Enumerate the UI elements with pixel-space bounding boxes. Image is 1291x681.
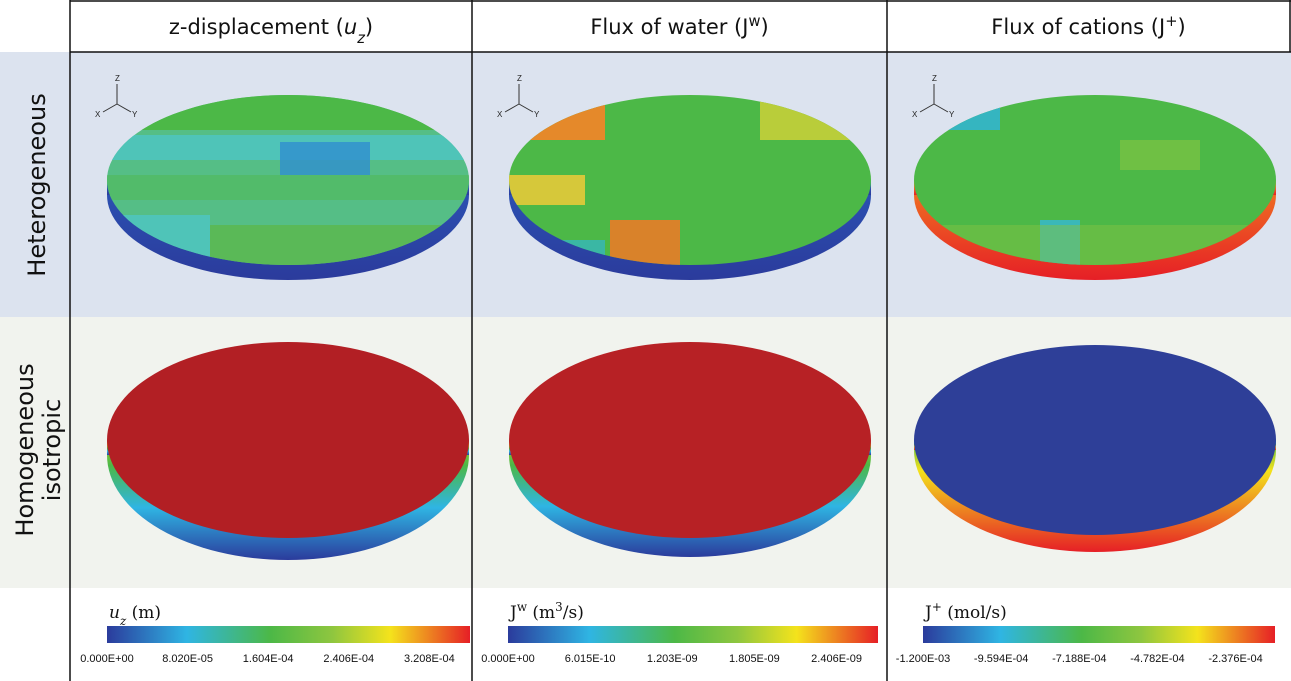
label-part: +: [1165, 13, 1177, 30]
colorbar-tick-label: 0.000E+00: [80, 653, 134, 665]
triad-axis: [504, 103, 520, 113]
axes-triad: [102, 84, 132, 113]
triad-axis: [518, 103, 534, 113]
colorbar-tick-label: 8.020E-05: [162, 653, 213, 665]
row-label: isotropic: [38, 399, 66, 501]
label-part: w: [517, 600, 528, 614]
colorbar-tick-label: -1.200E-03: [896, 653, 950, 665]
triad-axis: [919, 103, 935, 113]
colorbar-tick-label: 2.406E-04: [323, 653, 374, 665]
axes-triad: [919, 84, 949, 113]
axes-triad: [504, 84, 534, 113]
label-part: w: [748, 13, 760, 30]
colorbar: [508, 626, 878, 643]
colorbar-tick-label: -9.594E-04: [974, 653, 1028, 665]
label-part: J: [508, 603, 517, 623]
colorbar: [107, 626, 470, 643]
triad-label: X: [95, 110, 101, 119]
label-part: ): [760, 15, 768, 39]
label-part: (m: [527, 603, 555, 623]
colorbar-tick-label: 6.015E-10: [565, 653, 616, 665]
label-part: Flux of water (: [590, 15, 742, 39]
triad-label: Z: [932, 74, 937, 83]
colorbar-tick-label: -7.188E-04: [1052, 653, 1106, 665]
colorbar-tick-label: -4.782E-04: [1130, 653, 1184, 665]
colorbar-tick-label: -2.376E-04: [1208, 653, 1262, 665]
label-part: J: [740, 15, 748, 39]
colorbar-label: uz (m): [109, 603, 161, 628]
label-part: z: [119, 614, 127, 628]
triad-label: Z: [115, 74, 120, 83]
disc: [107, 95, 1276, 280]
triad-axis: [102, 103, 118, 113]
label-part: ): [365, 15, 373, 39]
label-part: u: [109, 603, 120, 623]
grid-frame: [69, 0, 1291, 681]
disc: [107, 342, 1276, 560]
label-part: u: [344, 15, 357, 39]
triad-label: Y: [132, 110, 138, 119]
triad-axis: [933, 103, 949, 113]
label-part: J: [1157, 15, 1165, 39]
column-header: Flux of water (Jw): [590, 13, 768, 40]
colorbar-tick-label: 1.203E-09: [647, 653, 698, 665]
row-label: Homogeneous: [11, 363, 39, 536]
label-part: ): [1178, 15, 1186, 39]
label-part: z-displacement (: [169, 15, 344, 39]
label-part: /s): [563, 603, 584, 623]
column-header: Flux of cations (J+): [991, 13, 1185, 40]
triad-label: X: [497, 110, 503, 119]
row-label: Heterogeneous: [23, 93, 51, 276]
column-header: z-displacement (uz): [169, 15, 373, 47]
colorbar-tick-label: 2.406E-09: [811, 653, 862, 665]
colorbar-label: Jw (m3/s): [508, 600, 584, 623]
triad-axis: [116, 103, 132, 113]
colorbar: [923, 626, 1275, 643]
triad-label: Z: [517, 74, 522, 83]
colorbar-label: J+ (mol/s): [923, 600, 1007, 623]
triad-label: Y: [949, 110, 955, 119]
colorbar-tick-label: 1.805E-09: [729, 653, 780, 665]
label-part: J: [923, 603, 932, 623]
colorbar-tick-label: 3.208E-04: [404, 653, 455, 665]
colorbar-tick-label: 1.604E-04: [243, 653, 294, 665]
label-part: (mol/s): [942, 603, 1007, 623]
label-part: z: [356, 30, 365, 47]
label-part: (m): [126, 603, 161, 623]
triad-label: Y: [534, 110, 540, 119]
triad-label: X: [912, 110, 918, 119]
label-part: 3: [555, 600, 563, 614]
colorbar-tick-label: 0.000E+00: [481, 653, 535, 665]
row-bg: [0, 52, 70, 317]
label-part: +: [932, 600, 942, 614]
label-part: Flux of cations (: [991, 15, 1159, 39]
